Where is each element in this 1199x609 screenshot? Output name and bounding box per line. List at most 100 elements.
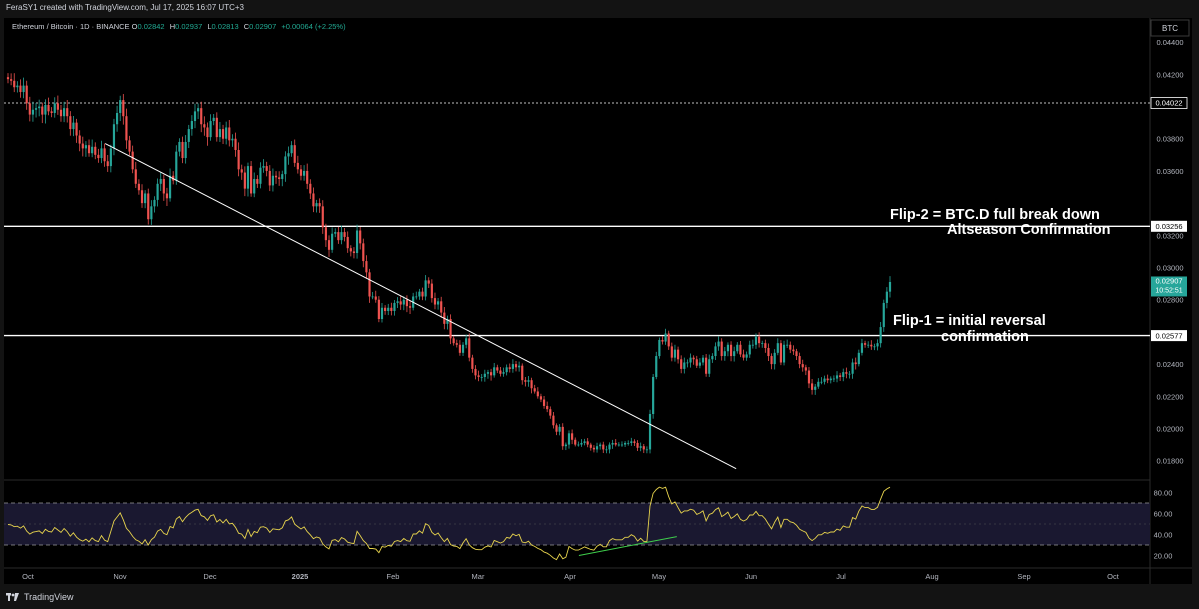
flip1-annotation-line1: Flip-1 = initial reversal	[893, 313, 1046, 329]
candle-body	[47, 104, 50, 112]
candle-body	[225, 127, 228, 139]
time-tick-label: Dec	[203, 572, 217, 581]
candle-body	[440, 301, 443, 313]
candle-body	[309, 183, 312, 194]
candle-body	[870, 344, 873, 347]
time-tick-label: Jun	[745, 572, 757, 581]
candle-body	[555, 425, 558, 432]
candle-body	[218, 129, 222, 138]
low-value: 0.02813	[211, 22, 239, 31]
candle-body	[701, 357, 705, 363]
candle-body	[652, 376, 655, 414]
candle-body	[187, 129, 190, 142]
candle-body	[876, 343, 879, 347]
descending-trendline[interactable]	[104, 143, 737, 470]
candle-body	[817, 381, 820, 387]
candle-body	[278, 177, 281, 179]
candle-body	[321, 206, 324, 228]
candle-body	[857, 352, 860, 365]
candle-body	[518, 365, 521, 368]
time-tick-label: Aug	[925, 572, 938, 581]
candle-body	[175, 151, 178, 181]
candle-body	[511, 364, 514, 369]
candle-body	[246, 166, 250, 189]
rsi-tick-label: 20.00	[1154, 552, 1173, 561]
candle-body	[393, 302, 396, 311]
candle-body	[611, 442, 614, 445]
flip1-annotation-line2: confirmation	[941, 329, 1029, 345]
candle-body	[265, 166, 268, 171]
candle-body	[455, 343, 458, 345]
candle-body	[159, 178, 162, 184]
candle-body	[190, 121, 193, 130]
candle-body	[13, 80, 16, 88]
close-value: 0.02907	[249, 22, 277, 31]
candle-body	[708, 359, 711, 374]
footer-brand-label: TradingView	[24, 592, 74, 602]
candle-body	[84, 145, 88, 149]
candle-body	[433, 298, 437, 305]
candle-body	[203, 124, 206, 128]
candle-body	[66, 108, 69, 117]
candle-body	[751, 344, 754, 346]
currency-box[interactable]	[1150, 19, 1190, 37]
candle-body	[571, 433, 574, 440]
candle-body	[162, 178, 165, 194]
candle-body	[421, 291, 424, 297]
candle-body	[795, 351, 798, 357]
candle-body	[461, 344, 465, 353]
candle-body	[789, 344, 792, 350]
candle-body	[415, 296, 418, 298]
candle-body	[200, 108, 203, 125]
candle-body	[365, 261, 368, 273]
candle-body	[91, 146, 94, 154]
candle-body	[181, 141, 184, 159]
level-flip1-price: 0.02577	[1155, 331, 1182, 340]
level-flip2-tag	[1151, 220, 1187, 232]
level-top-price: 0.04022	[1155, 99, 1182, 108]
candle-body	[673, 349, 677, 358]
candle-body	[97, 154, 100, 159]
candle-body	[614, 442, 617, 445]
candle-body	[215, 117, 218, 138]
time-tick-label: Apr	[564, 572, 576, 581]
candle-body	[848, 373, 851, 375]
candle-body	[408, 306, 412, 308]
candle-body	[302, 170, 306, 176]
candle-body	[583, 441, 586, 443]
candle-body	[274, 175, 278, 178]
candle-body	[212, 117, 215, 122]
candle-body	[240, 169, 243, 173]
candle-body	[355, 230, 359, 254]
candle-body	[250, 166, 253, 194]
candle-body	[888, 282, 892, 292]
candle-body	[867, 344, 870, 346]
footer-brand[interactable]: TradingView	[6, 592, 74, 602]
price-axis-panel[interactable]	[1150, 18, 1192, 584]
rsi-series-line	[7, 486, 891, 561]
time-tick-label: Sep	[1017, 572, 1030, 581]
candle-body	[764, 343, 767, 348]
candle-body	[711, 356, 714, 360]
attribution-text: FeraSY1 created with TradingView.com, Ju…	[6, 3, 244, 12]
candle-body	[885, 291, 888, 303]
candle-body	[499, 370, 502, 374]
candle-body	[340, 232, 343, 241]
candle-body	[599, 444, 602, 447]
price-tick-label: 0.02400	[1156, 360, 1183, 369]
candle-body	[437, 301, 440, 305]
candle-body	[620, 444, 624, 446]
candle-body	[271, 175, 275, 186]
candle-body	[396, 301, 399, 303]
candle-body	[209, 121, 212, 138]
open-key: O	[131, 22, 138, 31]
price-tick-label: 0.02200	[1156, 392, 1183, 401]
time-tick-label: Feb	[387, 572, 400, 581]
candle-body	[352, 251, 356, 254]
candle-body	[337, 232, 340, 241]
time-tick-label: May	[652, 572, 666, 581]
time-tick-label: 2025	[292, 572, 309, 581]
candle-body	[237, 150, 240, 170]
candle-body	[577, 444, 580, 446]
